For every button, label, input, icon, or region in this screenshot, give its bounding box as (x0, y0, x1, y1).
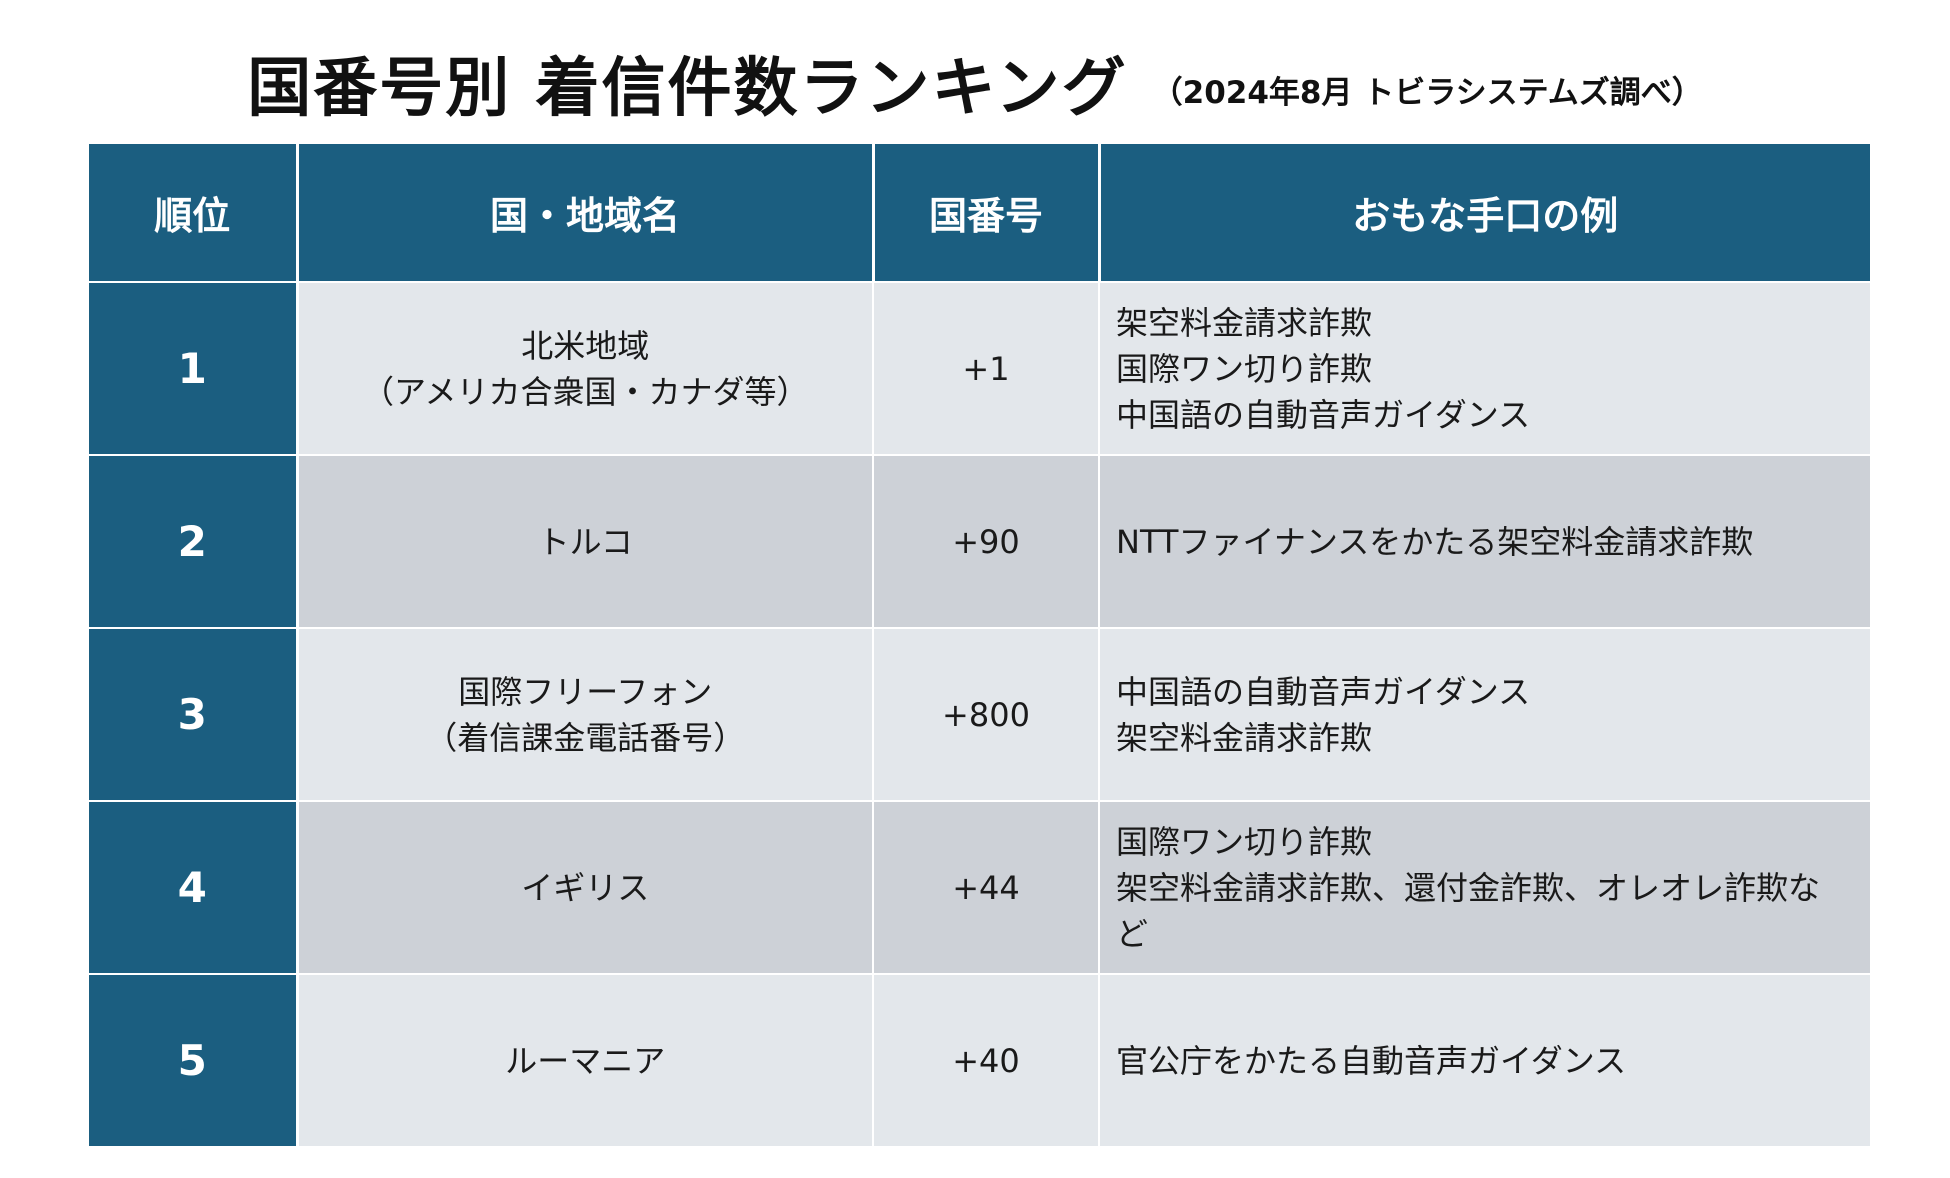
rank-cell: 4 (89, 800, 299, 974)
methods-cell: NTTファイナンスをかたる架空料金請求詐欺 (1099, 454, 1870, 628)
rank-cell: 1 (89, 281, 299, 455)
header-country: 国・地域名 (297, 144, 875, 282)
rank-cell: 3 (89, 627, 299, 801)
method-item: 中国語の自動音声ガイダンス (1116, 395, 1531, 434)
code-cell: +1 (873, 281, 1100, 455)
header-methods: おもな手口の例 (1099, 144, 1870, 282)
method-item: NTTファイナンスをかたる架空料金請求詐欺 (1116, 522, 1754, 561)
methods-cell: 官公庁をかたる自動音声ガイダンス (1099, 973, 1870, 1146)
country-cell: ルーマニア (297, 973, 874, 1146)
header-country-code: 国番号 (873, 144, 1101, 282)
code-cell: +800 (873, 627, 1100, 801)
page-subtitle: （2024年8月 トビラシステムズ調べ） (1151, 74, 1703, 111)
country-cell: トルコ (297, 454, 874, 628)
method-item: 中国語の自動音声ガイダンス (1116, 672, 1531, 711)
country-note: （着信課金電話番号） (425, 718, 746, 757)
table-row: 3 国際フリーフォン （着信課金電話番号） +800 中国語の自動音声ガイダンス… (89, 627, 1870, 801)
code-cell: +40 (873, 973, 1100, 1146)
title-row: 国番号別 着信件数ランキング （2024年8月 トビラシステムズ調べ） (0, 38, 1950, 128)
code-cell: +90 (873, 454, 1100, 628)
country-name: 国際フリーフォン (458, 672, 713, 711)
table-row: 4 イギリス +44 国際ワン切り詐欺 架空料金請求詐欺、還付金詐欺、オレオレ詐… (89, 800, 1870, 974)
country-name: イギリス (521, 868, 650, 907)
country-name: ルーマニア (505, 1041, 666, 1080)
table-header-row: 順位 国・地域名 国番号 おもな手口の例 (89, 144, 1870, 282)
methods-cell: 中国語の自動音声ガイダンス 架空料金請求詐欺 (1099, 627, 1870, 801)
header-rank: 順位 (89, 144, 299, 282)
country-name: 北米地域 (521, 326, 650, 365)
country-name: トルコ (537, 522, 633, 561)
rank-cell: 2 (89, 454, 299, 628)
country-cell: イギリス (297, 800, 874, 974)
rank-cell: 5 (89, 973, 299, 1146)
methods-cell: 国際ワン切り詐欺 架空料金請求詐欺、還付金詐欺、オレオレ詐欺な ど (1099, 800, 1870, 974)
table-row: 1 北米地域 （アメリカ合衆国・カナダ等） +1 架空料金請求詐欺 国際ワン切り… (89, 281, 1870, 455)
method-item: ど (1116, 914, 1149, 953)
method-item: 架空料金請求詐欺 (1116, 303, 1373, 342)
table-row: 2 トルコ +90 NTTファイナンスをかたる架空料金請求詐欺 (89, 454, 1870, 628)
page-title: 国番号別 着信件数ランキング (247, 52, 1128, 126)
country-note: （アメリカ合衆国・カナダ等） (362, 372, 809, 411)
ranking-table: 順位 国・地域名 国番号 おもな手口の例 1 北米地域 （アメリカ合衆国・カナダ… (89, 144, 1870, 1146)
table-row: 5 ルーマニア +40 官公庁をかたる自動音声ガイダンス (89, 973, 1870, 1146)
methods-cell: 架空料金請求詐欺 国際ワン切り詐欺 中国語の自動音声ガイダンス (1099, 281, 1870, 455)
method-item: 国際ワン切り詐欺 (1116, 822, 1373, 861)
method-item: 架空料金請求詐欺、還付金詐欺、オレオレ詐欺な (1116, 868, 1821, 907)
method-item: 架空料金請求詐欺 (1116, 718, 1373, 757)
method-item: 国際ワン切り詐欺 (1116, 349, 1373, 388)
code-cell: +44 (873, 800, 1100, 974)
country-cell: 北米地域 （アメリカ合衆国・カナダ等） (297, 281, 874, 455)
country-cell: 国際フリーフォン （着信課金電話番号） (297, 627, 874, 801)
method-item: 官公庁をかたる自動音声ガイダンス (1116, 1041, 1627, 1080)
